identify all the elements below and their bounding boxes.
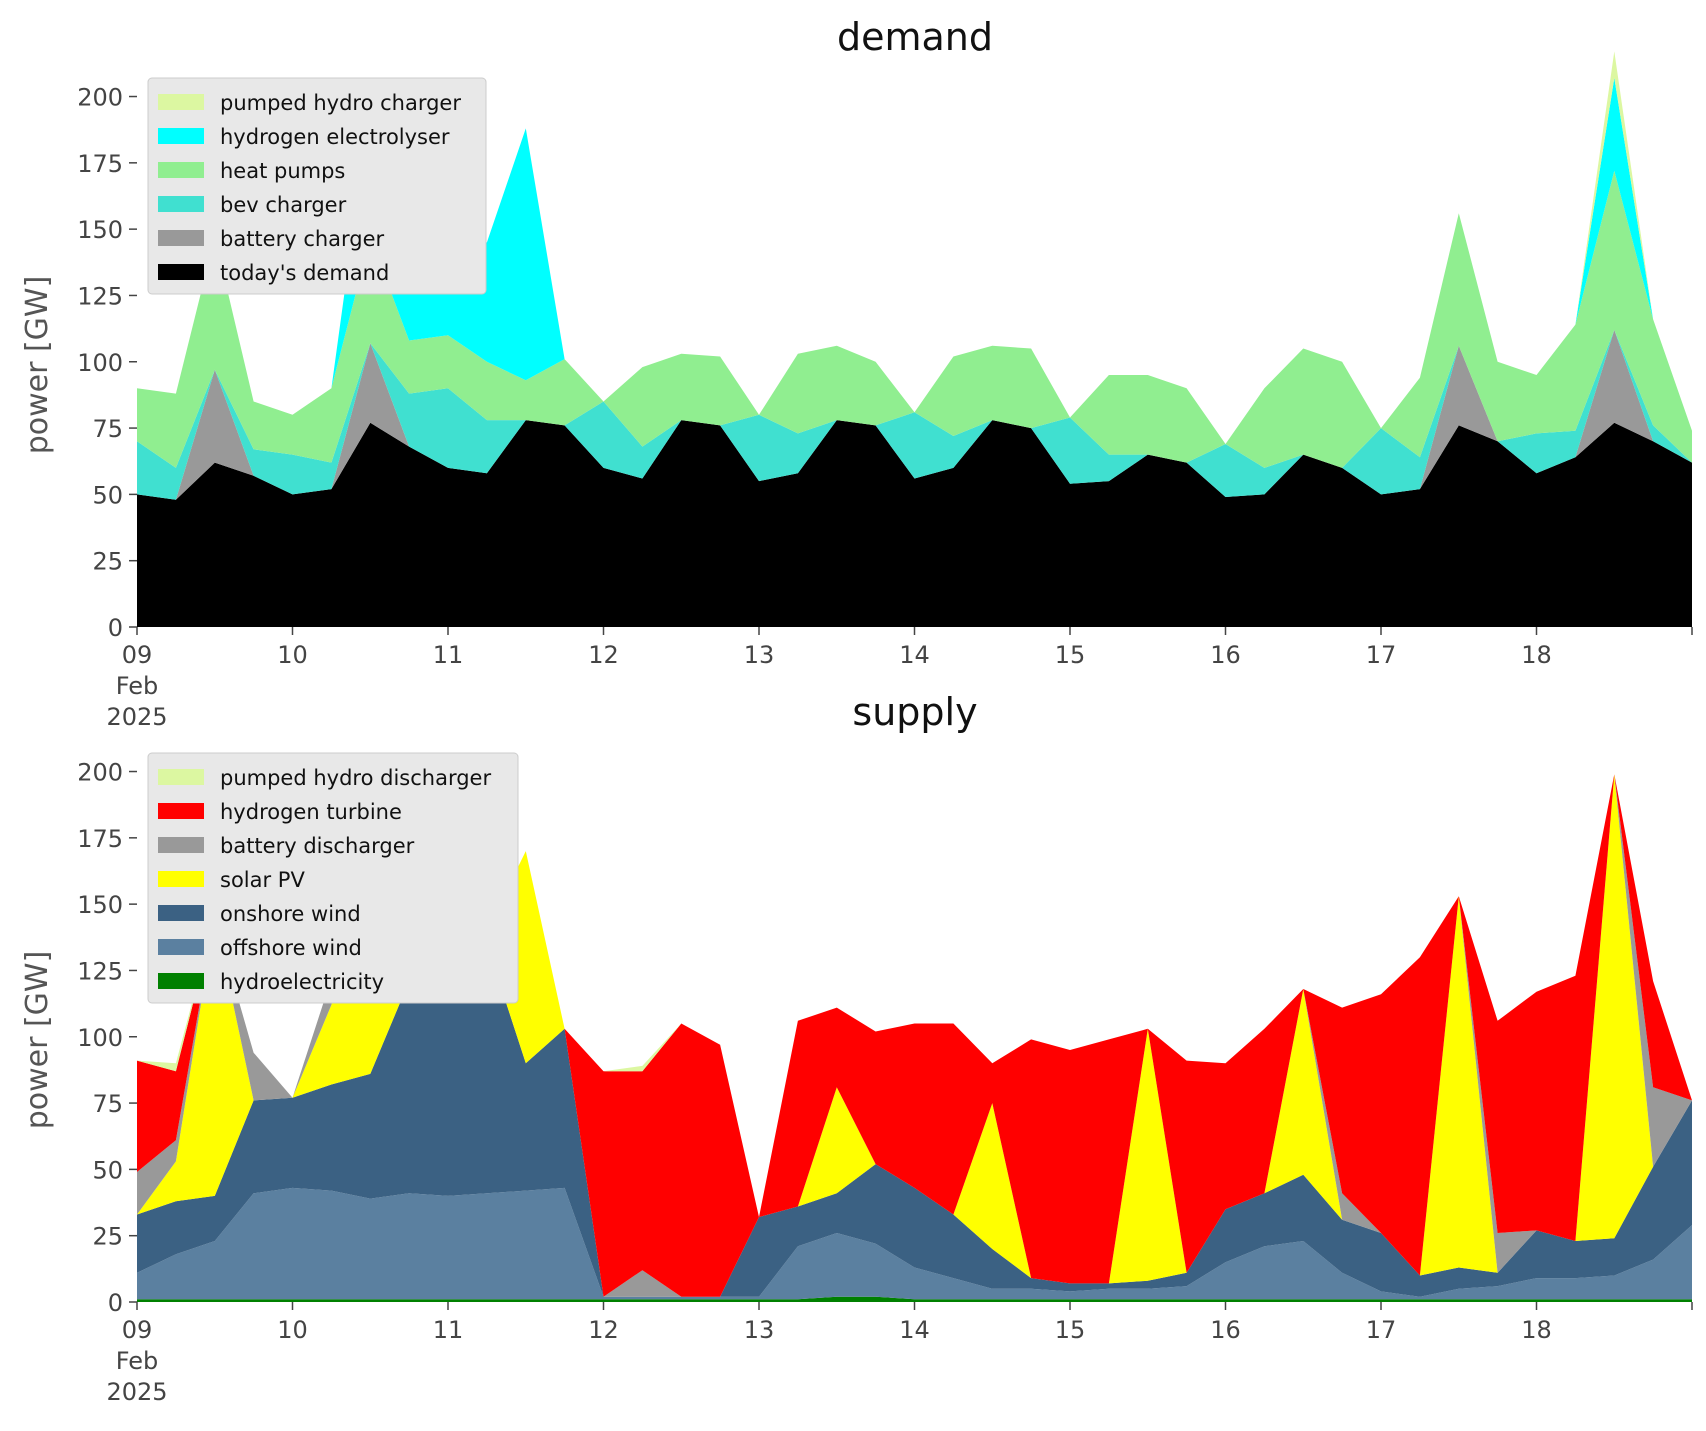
- supply-x-tick-label: 13: [744, 1316, 775, 1344]
- demand-x-tick-label: 12: [588, 641, 619, 669]
- supply-area-hydroelectricity: [137, 1296, 1692, 1302]
- demand-area-bev-charger: [137, 329, 1692, 500]
- supply-x-tick-label: Feb: [116, 1347, 159, 1375]
- supply-legend-swatch-pumped-hydro-discharger: [158, 769, 204, 785]
- supply-x-tick-label: 17: [1366, 1316, 1397, 1344]
- demand-y-tick-label: 200: [77, 84, 123, 112]
- supply-legend-swatch-battery-discharger: [158, 837, 204, 853]
- demand-x-tick-label: 11: [433, 641, 464, 669]
- supply-y-tick-label: 150: [77, 891, 123, 919]
- supply-y-tick-label: 125: [77, 957, 123, 985]
- demand-y-tick-label: 175: [77, 150, 123, 178]
- supply-legend-swatch-hydroelectricity: [158, 973, 204, 989]
- supply-area-onshore-wind: [137, 941, 1692, 1297]
- supply-x-tick-label: 10: [277, 1316, 308, 1344]
- supply-y-tick-label: 0: [108, 1289, 123, 1317]
- demand-y-axis-label: power [GW]: [20, 276, 55, 455]
- supply-legend-label: onshore wind: [220, 902, 361, 926]
- supply-legend-label: hydroelectricity: [220, 970, 384, 994]
- supply-legend-swatch-onshore-wind: [158, 905, 204, 921]
- demand-areas: [137, 51, 1692, 627]
- demand-x-tick-label: 2025: [106, 703, 167, 731]
- demand-legend-swatch-battery-charger: [158, 230, 204, 246]
- supply-legend-swatch-solar-pv: [158, 871, 204, 887]
- demand-chart: demand power [GW] 0 25 50 75 100 125 150 175 200…: [20, 15, 1693, 731]
- supply-x-tick-label: 15: [1055, 1316, 1086, 1344]
- demand-y-tick-label: 75: [92, 415, 123, 443]
- demand-x-tick-label: 14: [899, 641, 930, 669]
- demand-y-tick-label: 125: [77, 282, 123, 310]
- demand-legend-swatch-bev-charger: [158, 196, 204, 212]
- demand-axes: 0 25 50 75 100 125 150 175 200 09 Feb 2025 10 11 12 13 1…: [77, 84, 1693, 731]
- demand-x-tick-label: 18: [1521, 641, 1552, 669]
- demand-y-tick-label: 0: [108, 614, 123, 642]
- demand-y-tick-label: 25: [92, 548, 123, 576]
- supply-chart: supply power [GW] 0 25 50 75 100 125 150 175 200…: [20, 690, 1693, 1406]
- supply-y-tick-label: 50: [92, 1156, 123, 1184]
- demand-x-tick-label: 15: [1055, 641, 1086, 669]
- demand-x-tick-label: 16: [1210, 641, 1241, 669]
- supply-axes: 0 25 50 75 100 125 150 175 200 09 Feb 2025 10 11 12 13 1…: [77, 759, 1693, 1406]
- demand-y-tick-label: 150: [77, 216, 123, 244]
- supply-y-tick-label: 200: [77, 759, 123, 787]
- supply-y-tick-label: 25: [92, 1223, 123, 1251]
- supply-legend-label: hydrogen turbine: [220, 800, 402, 824]
- supply-legend-box: [147, 752, 519, 1004]
- demand-x-tick-label: 17: [1366, 641, 1397, 669]
- supply-area-solar-pv: [137, 774, 1692, 1297]
- demand-legend-swatch-pumped-hydro-charger: [158, 94, 204, 110]
- demand-legend-swatch-hydrogen-electrolyser: [158, 128, 204, 144]
- supply-legend-swatch-hydrogen-turbine: [158, 803, 204, 819]
- demand-legend-label: battery charger: [220, 227, 385, 251]
- supply-y-tick-label: 75: [92, 1090, 123, 1118]
- supply-area-hydrogen-turbine: [137, 774, 1692, 1297]
- supply-legend-label: offshore wind: [220, 936, 362, 960]
- demand-area-today-s-demand: [137, 420, 1692, 627]
- supply-x-tick-label: 2025: [106, 1378, 167, 1406]
- demand-legend-swatch-today-s-demand: [158, 264, 204, 280]
- supply-x-tick-label: 16: [1210, 1316, 1241, 1344]
- supply-legend-label: battery discharger: [220, 834, 415, 858]
- demand-area-heat-pumps: [137, 170, 1692, 468]
- supply-y-tick-label: 100: [77, 1024, 123, 1052]
- demand-y-tick-label: 100: [77, 349, 123, 377]
- demand-area-hydrogen-electrolyser: [137, 78, 1692, 444]
- supply-x-tick-label: 11: [433, 1316, 464, 1344]
- demand-legend-label: pumped hydro charger: [220, 91, 461, 115]
- supply-y-axis-label: power [GW]: [20, 951, 55, 1130]
- demand-x-tick-label: 13: [744, 641, 775, 669]
- supply-x-tick-label: 14: [899, 1316, 930, 1344]
- supply-areas: [137, 774, 1692, 1302]
- demand-legend-label: today's demand: [220, 261, 389, 285]
- supply-x-tick-label: 18: [1521, 1316, 1552, 1344]
- demand-legend-box: [147, 77, 487, 295]
- demand-x-tick-label: 10: [277, 641, 308, 669]
- demand-x-tick-label: 09: [122, 641, 153, 669]
- supply-legend-swatch-offshore-wind: [158, 939, 204, 955]
- supply-x-tick-label: 12: [588, 1316, 619, 1344]
- supply-legend-label: pumped hydro discharger: [220, 766, 491, 790]
- demand-legend: pumped hydro charger hydrogen electrolyse…: [147, 77, 487, 295]
- supply-legend: pumped hydro discharger hydrogen turbine b…: [147, 752, 519, 1004]
- supply-legend-label: solar PV: [220, 868, 305, 892]
- demand-legend-label: bev charger: [220, 193, 347, 217]
- demand-legend-label: heat pumps: [220, 159, 345, 183]
- supply-x-tick-label: 09: [122, 1316, 153, 1344]
- supply-chart-title: supply: [852, 690, 977, 734]
- demand-chart-title: demand: [837, 15, 993, 59]
- supply-y-tick-label: 175: [77, 825, 123, 853]
- supply-area-offshore-wind: [137, 1187, 1692, 1300]
- demand-y-tick-label: 50: [92, 481, 123, 509]
- demand-legend-swatch-heat-pumps: [158, 162, 204, 178]
- demand-legend-label: hydrogen electrolyser: [220, 125, 450, 149]
- demand-x-tick-label: Feb: [116, 672, 159, 700]
